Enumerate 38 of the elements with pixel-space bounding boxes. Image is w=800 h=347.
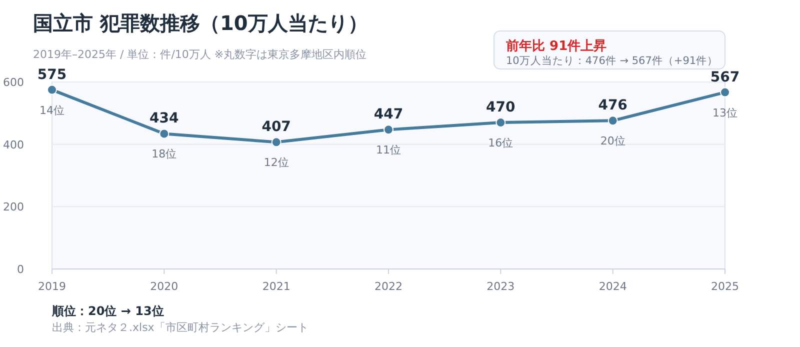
data-label: 567	[710, 69, 740, 86]
annotation: 11位	[376, 144, 401, 157]
point	[159, 128, 170, 139]
point	[496, 118, 506, 128]
annotation: 16位	[488, 136, 514, 150]
x-tick-label: 2023	[486, 280, 515, 293]
x-tick-label: 2020	[150, 280, 178, 293]
data-label: 575	[37, 66, 67, 83]
data-label: 434	[150, 110, 180, 127]
x-tick-label: 2019	[38, 280, 66, 293]
y-tick-label: 200	[3, 200, 24, 214]
data-label: 407	[262, 119, 291, 136]
x-tick-label: 2024	[598, 280, 627, 293]
x-tick-label: 2021	[262, 280, 290, 293]
annotation: 14位	[40, 104, 64, 117]
point	[608, 116, 618, 126]
data-label: 476	[598, 98, 628, 114]
x-tick-label: 2022	[374, 280, 402, 293]
data-label: 470	[486, 100, 516, 116]
data-label: 447	[374, 106, 404, 123]
text: 前年比 91件上昇	[505, 39, 607, 54]
point	[47, 84, 57, 95]
chart-title: 国立市 犯罪数推移（10万人当たり）	[33, 11, 368, 35]
annotation: 13位	[712, 106, 738, 120]
x-tick-label: 2025	[711, 280, 739, 293]
point	[271, 137, 282, 148]
chart-subtitle: 2019年–2025年 / 単位：件/10万人 ※丸数字は東京多摩地区内順位	[33, 48, 367, 61]
annotation: 12位	[264, 156, 289, 170]
annotation: 18位	[152, 148, 177, 161]
text: 10万人当たり：476件 → 567件（+91件）	[506, 55, 718, 67]
y-tick-label: 600	[3, 76, 24, 89]
y-tick-label: 0	[17, 263, 24, 276]
text: 順位：20位 → 13位	[51, 304, 164, 318]
annotation: 20位	[600, 134, 626, 148]
point	[384, 124, 394, 135]
point	[720, 87, 730, 98]
y-tick-label: 400	[3, 138, 24, 152]
source-note: 出典：元ネタ２.xlsx「市区町村ランキング」シート	[52, 321, 308, 334]
